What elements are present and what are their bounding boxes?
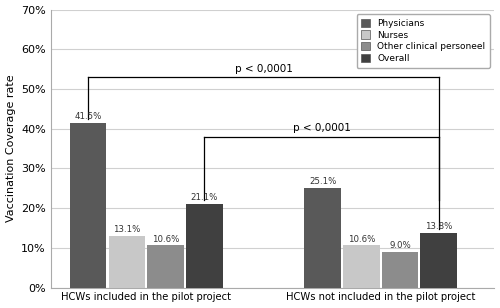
Bar <box>382 252 418 288</box>
Bar <box>420 233 457 288</box>
Bar <box>70 123 106 288</box>
Text: p < 0,0001: p < 0,0001 <box>234 64 292 74</box>
Legend: Physicians, Nurses, Other clinical personeel, Overall: Physicians, Nurses, Other clinical perso… <box>356 14 490 68</box>
Bar <box>304 188 341 288</box>
Bar <box>148 245 184 288</box>
Text: 13.1%: 13.1% <box>114 225 140 234</box>
Text: 25.1%: 25.1% <box>309 177 336 186</box>
Bar <box>108 236 145 288</box>
Text: p < 0,0001: p < 0,0001 <box>292 124 350 133</box>
Text: 10.6%: 10.6% <box>348 235 375 244</box>
Text: 21.1%: 21.1% <box>190 193 218 202</box>
Bar <box>343 245 380 288</box>
Bar <box>186 204 222 288</box>
Y-axis label: Vaccination Coverage rate: Vaccination Coverage rate <box>6 75 16 222</box>
Text: 9.0%: 9.0% <box>389 241 411 250</box>
Text: 41.5%: 41.5% <box>74 112 102 121</box>
Text: 13.8%: 13.8% <box>425 222 452 231</box>
Text: 10.6%: 10.6% <box>152 235 180 244</box>
